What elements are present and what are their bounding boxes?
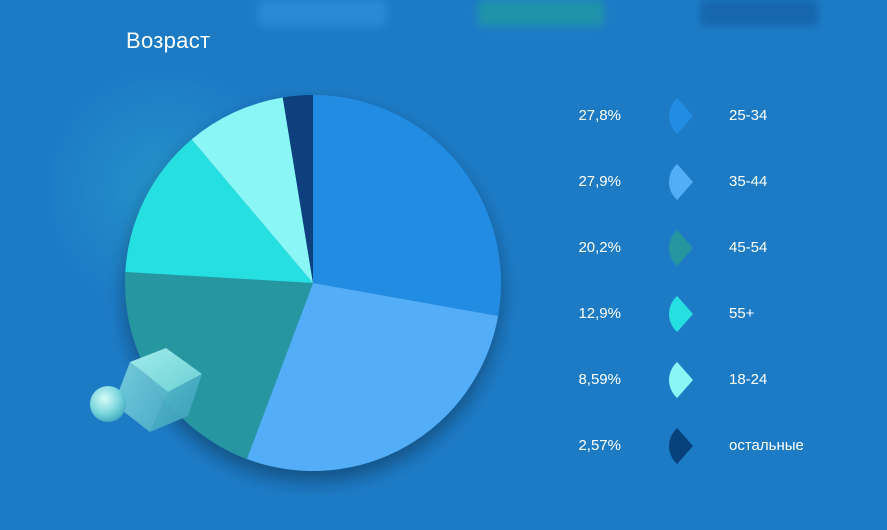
pie-slice-остальные[interactable] bbox=[282, 95, 313, 283]
pie-slice-25-34[interactable] bbox=[313, 95, 502, 317]
legend-value: 27,8% bbox=[578, 107, 621, 124]
legend-label: остальные bbox=[729, 437, 804, 454]
pie-slice-35-44[interactable] bbox=[246, 283, 499, 472]
legend-label: 45-54 bbox=[729, 239, 768, 256]
chart-title: Возраст bbox=[126, 28, 211, 53]
legend-swatch-icon bbox=[669, 295, 693, 333]
legend-label: 18-24 bbox=[729, 371, 768, 388]
top-nav-blurred-1 bbox=[258, 0, 386, 26]
legend-wedge bbox=[669, 295, 693, 333]
legend-wedge bbox=[669, 163, 693, 201]
legend-item: 8,59% 18-24 bbox=[575, 360, 835, 400]
legend-item: 27,9% 35-44 bbox=[575, 162, 835, 202]
legend-label: 55+ bbox=[729, 305, 755, 322]
pie-slices bbox=[124, 95, 502, 472]
legend-item: 20,2% 45-54 bbox=[575, 228, 835, 268]
legend-value: 27,9% bbox=[578, 173, 621, 190]
top-nav-blurred-2 bbox=[478, 0, 604, 26]
legend-item: 2,57% остальные bbox=[575, 426, 835, 466]
legend-wedge bbox=[669, 427, 693, 465]
legend-label: 35-44 bbox=[729, 173, 768, 190]
legend-wedge bbox=[669, 229, 693, 267]
pie-slice-55-[interactable] bbox=[125, 139, 313, 283]
legend-item: 27,8% 25-34 bbox=[575, 96, 835, 136]
legend-label: 25-34 bbox=[729, 107, 768, 124]
legend-swatch-icon bbox=[669, 427, 693, 465]
legend-value: 2,57% bbox=[578, 437, 621, 454]
legend-swatch-icon bbox=[669, 97, 693, 135]
legend-wedge bbox=[669, 97, 693, 135]
legend-item: 12,9% 55+ bbox=[575, 294, 835, 334]
legend-swatch-icon bbox=[669, 361, 693, 399]
legend-value: 20,2% bbox=[578, 239, 621, 256]
legend-wedge bbox=[669, 361, 693, 399]
legend-value: 12,9% bbox=[578, 305, 621, 322]
top-nav-blurred-3 bbox=[700, 0, 818, 26]
pie-slice-45-54[interactable] bbox=[124, 272, 313, 459]
legend-value: 8,59% bbox=[578, 371, 621, 388]
pie-slice-18-24[interactable] bbox=[191, 97, 313, 283]
legend-swatch-icon bbox=[669, 229, 693, 267]
decorative-cube bbox=[114, 348, 202, 432]
legend-swatch-icon bbox=[669, 163, 693, 201]
decorative-sphere bbox=[90, 386, 126, 422]
